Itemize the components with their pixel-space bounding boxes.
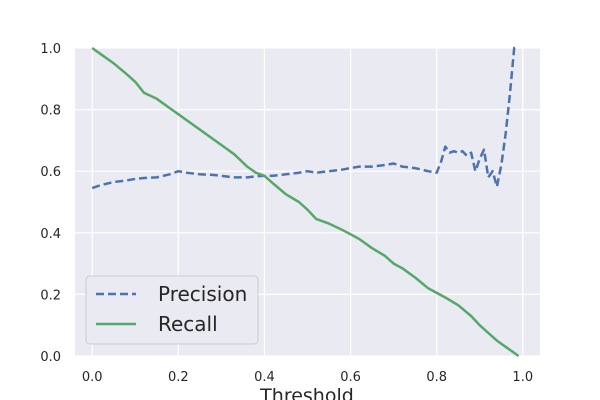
x-tick-label: 1.0 [512, 370, 533, 385]
y-tick-label: 0.8 [40, 104, 61, 119]
recall-line [91, 46, 520, 358]
tick-labels: 0.0 0.2 0.4 0.6 0.8 1.0 0.0 0.2 0.4 0.6 0.8 1.0 [40, 42, 533, 385]
legend-recall-label: Recall [158, 312, 218, 336]
y-tick-label: 0.6 [40, 165, 61, 180]
legend-box [85, 275, 259, 345]
y-tick-label: 1.0 [40, 42, 61, 57]
x-axis-title: Threshold [259, 385, 354, 400]
precision-line [91, 46, 519, 190]
x-tick-label: 0.0 [82, 370, 103, 385]
y-tick-label: 0.4 [40, 227, 61, 242]
series-layer [91, 46, 520, 358]
legend-precision-label: Precision [158, 282, 247, 306]
x-tick-label: 0.4 [254, 370, 275, 385]
x-tick-label: 0.8 [426, 370, 447, 385]
x-tick-label: 0.2 [168, 370, 189, 385]
y-tick-label: 0.0 [40, 350, 61, 365]
x-tick-label: 0.6 [340, 370, 361, 385]
y-tick-label: 0.2 [40, 288, 61, 303]
legend: Precision Recall [85, 275, 259, 345]
